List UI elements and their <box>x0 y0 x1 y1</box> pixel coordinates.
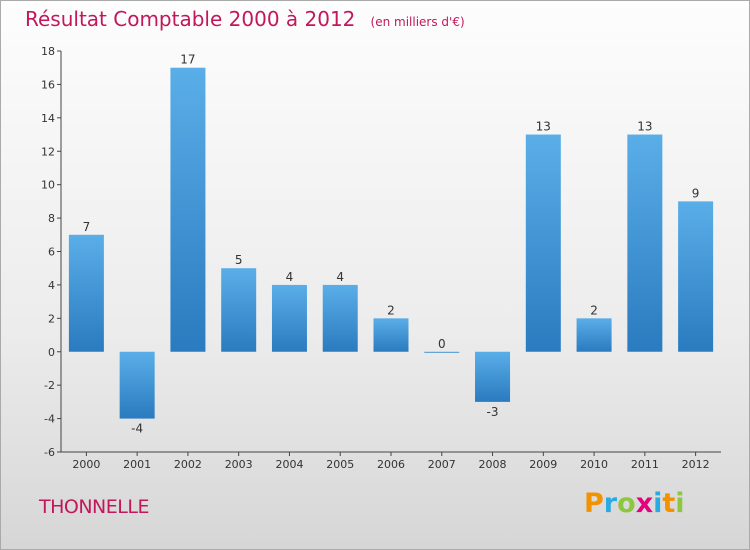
data-label-2011: 13 <box>637 120 652 134</box>
bar-2002 <box>170 67 206 352</box>
y-tick-label: 2 <box>48 312 55 325</box>
data-label-2008: -3 <box>487 405 499 419</box>
y-tick-label: 16 <box>41 78 55 91</box>
y-tick-label: -2 <box>44 379 55 392</box>
logo-letter: i <box>653 488 663 519</box>
data-label-2007: 0 <box>438 337 446 351</box>
x-tick-label: 2002 <box>174 458 202 471</box>
logo-letter: o <box>617 488 636 519</box>
bar-2003 <box>221 268 257 352</box>
bar-2010 <box>576 318 612 352</box>
bar-2007 <box>424 351 460 353</box>
bar-2001 <box>119 351 155 419</box>
bar-2009 <box>525 134 561 352</box>
x-tick-label: 2009 <box>529 458 557 471</box>
y-tick-label: 14 <box>41 112 55 125</box>
chart-subtitle: (en milliers d'€) <box>370 15 465 29</box>
x-tick-label: 2003 <box>225 458 253 471</box>
title-row: Résultat Comptable 2000 à 2012 (en milli… <box>25 7 465 31</box>
x-tick-label: 2001 <box>123 458 151 471</box>
x-tick-label: 2012 <box>682 458 710 471</box>
logo-letter: P <box>584 488 604 519</box>
bar-2004 <box>271 284 307 352</box>
x-tick-label: 2008 <box>479 458 507 471</box>
data-label-2005: 4 <box>336 270 344 284</box>
y-tick-label: 4 <box>48 279 55 292</box>
proxiti-logo: Proxiti <box>584 488 685 519</box>
data-label-2009: 13 <box>536 120 551 134</box>
bar-2011 <box>627 134 663 352</box>
y-tick-label: 18 <box>41 45 55 58</box>
y-tick-label: 10 <box>41 179 55 192</box>
data-label-2002: 17 <box>180 53 195 67</box>
data-label-2006: 2 <box>387 303 395 317</box>
y-tick-label: 0 <box>48 346 55 359</box>
y-tick-label: 8 <box>48 212 55 225</box>
x-tick-label: 2006 <box>377 458 405 471</box>
data-label-2010: 2 <box>590 303 598 317</box>
data-label-2001: -4 <box>131 422 143 436</box>
data-label-2012: 9 <box>692 186 700 200</box>
y-tick-label: -6 <box>44 446 55 459</box>
x-tick-label: 2005 <box>326 458 354 471</box>
data-label-2004: 4 <box>286 270 294 284</box>
x-tick-label: 2004 <box>275 458 303 471</box>
bar-2000 <box>68 234 104 352</box>
logo-letter: r <box>603 488 618 519</box>
logo-letter: t <box>662 488 676 519</box>
bar-2012 <box>678 201 714 352</box>
data-label-2003: 5 <box>235 253 243 267</box>
axes: -6 -4 -2 0 2 4 6 8 10 12 14 16 18 2000 2001 2002 2003 200… <box>41 45 721 471</box>
city-name: THONNELLE <box>39 496 149 518</box>
y-tick-label: 6 <box>48 246 55 259</box>
x-tick-label: 2011 <box>631 458 659 471</box>
bar-2006 <box>373 318 409 352</box>
chart-title: Résultat Comptable 2000 à 2012 <box>25 7 356 31</box>
logo-letter: x <box>635 488 654 519</box>
x-tick-label: 2007 <box>428 458 456 471</box>
x-tick-label: 2000 <box>72 458 100 471</box>
y-tick-label: 12 <box>41 145 55 158</box>
bar-2008 <box>475 351 511 402</box>
bar-2005 <box>322 284 358 352</box>
data-labels: 7 -4 17 5 4 4 2 0 -3 13 2 13 9 <box>83 53 700 436</box>
bars <box>68 67 714 419</box>
y-tick-label: -4 <box>44 413 55 426</box>
data-label-2000: 7 <box>83 220 91 234</box>
x-tick-label: 2010 <box>580 458 608 471</box>
logo-letter: i <box>675 488 685 519</box>
